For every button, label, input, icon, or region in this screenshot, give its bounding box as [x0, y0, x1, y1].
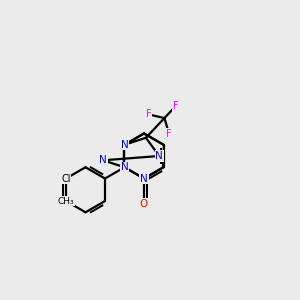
Text: N: N	[99, 155, 107, 165]
Text: N: N	[140, 173, 148, 184]
Text: Cl: Cl	[61, 173, 71, 184]
Text: CH₃: CH₃	[58, 196, 74, 206]
Text: N: N	[121, 140, 128, 150]
Text: N: N	[121, 162, 128, 172]
Text: O: O	[140, 199, 148, 209]
Text: F: F	[146, 109, 151, 119]
Text: F: F	[173, 101, 178, 111]
Text: F: F	[167, 129, 172, 139]
Text: N: N	[155, 151, 163, 161]
